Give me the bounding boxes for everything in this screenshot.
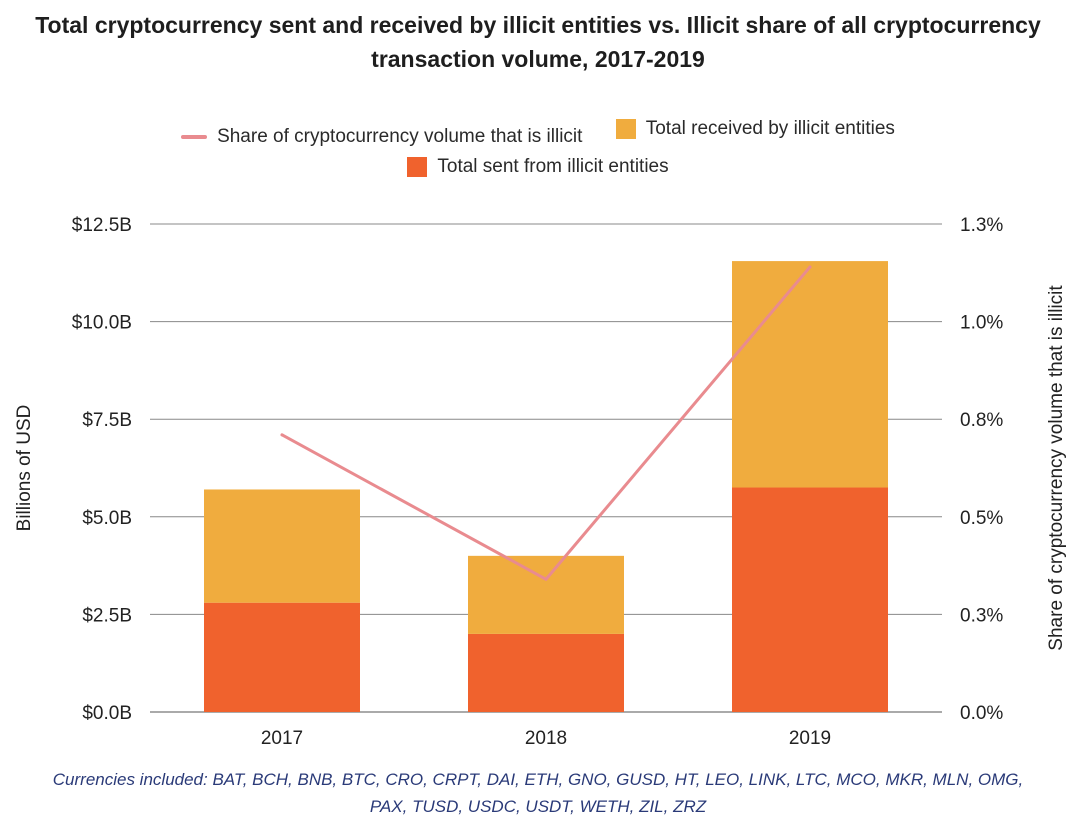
legend-label-share: Share of cryptocurrency volume that is i…: [217, 126, 583, 147]
y2-tick-label: 0.3%: [960, 605, 1003, 626]
legend-label-sent: Total sent from illicit entities: [437, 156, 669, 177]
line-point: [544, 577, 548, 581]
y2-tick-label: 0.8%: [960, 410, 1003, 431]
y-axis-title: Billions of USD: [14, 405, 35, 532]
y2-tick-label: 0.5%: [960, 508, 1003, 529]
bar-sent: [204, 602, 360, 712]
bar-sent: [468, 633, 624, 712]
x-tick-label: 2017: [261, 728, 303, 749]
x-tick-label: 2019: [789, 728, 831, 749]
bar-sent: [732, 487, 888, 712]
legend-received-swatch: [615, 119, 636, 139]
legend-item-received[interactable]: Total received by illicit entities: [615, 118, 895, 140]
bar-received: [732, 261, 888, 488]
legend-line-swatch: [181, 135, 208, 139]
x-tick-label: 2018: [525, 728, 567, 749]
line-point: [808, 265, 812, 269]
line-illicit-share: [280, 265, 812, 581]
legend-label-received: Total received by illicit entities: [645, 118, 895, 139]
y-tick-label: $5.0B: [82, 508, 132, 529]
y-tick-label: $10.0B: [72, 313, 132, 334]
y-tick-label: $7.5B: [82, 410, 132, 431]
y2-tick-label: 0.0%: [960, 703, 1003, 724]
currencies-footnote: Currencies included: BAT, BCH, BNB, BTC,…: [52, 770, 1024, 816]
bar-received: [204, 489, 360, 603]
y2-axis-title: Share of cryptocurrency volume that is i…: [1046, 285, 1067, 651]
legend-item-sent[interactable]: Total sent from illicit entities: [407, 156, 669, 178]
y2-tick-label: 1.3%: [960, 215, 1003, 236]
y-tick-label: $12.5B: [72, 215, 132, 236]
y-tick-label: $0.0B: [82, 703, 132, 724]
y-tick-label: $2.5B: [82, 605, 132, 626]
bar-received: [468, 555, 624, 634]
legend-item-share[interactable]: Share of cryptocurrency volume that is i…: [181, 126, 582, 148]
legend-sent-swatch: [407, 157, 428, 177]
line-point: [280, 433, 284, 437]
chart-title: Total cryptocurrency sent and received b…: [35, 12, 1041, 72]
y2-tick-label: 1.0%: [960, 313, 1003, 334]
legend-row-1: Share of cryptocurrency volume that is i…: [0, 118, 1076, 148]
legend-row-2: Total sent from illicit entities: [0, 156, 1076, 183]
chart-plot: $0.0B 0.0% $2.5B 0.3% $5.0B 0.5% $7.5B 0.8% $10.…: [14, 215, 1067, 749]
